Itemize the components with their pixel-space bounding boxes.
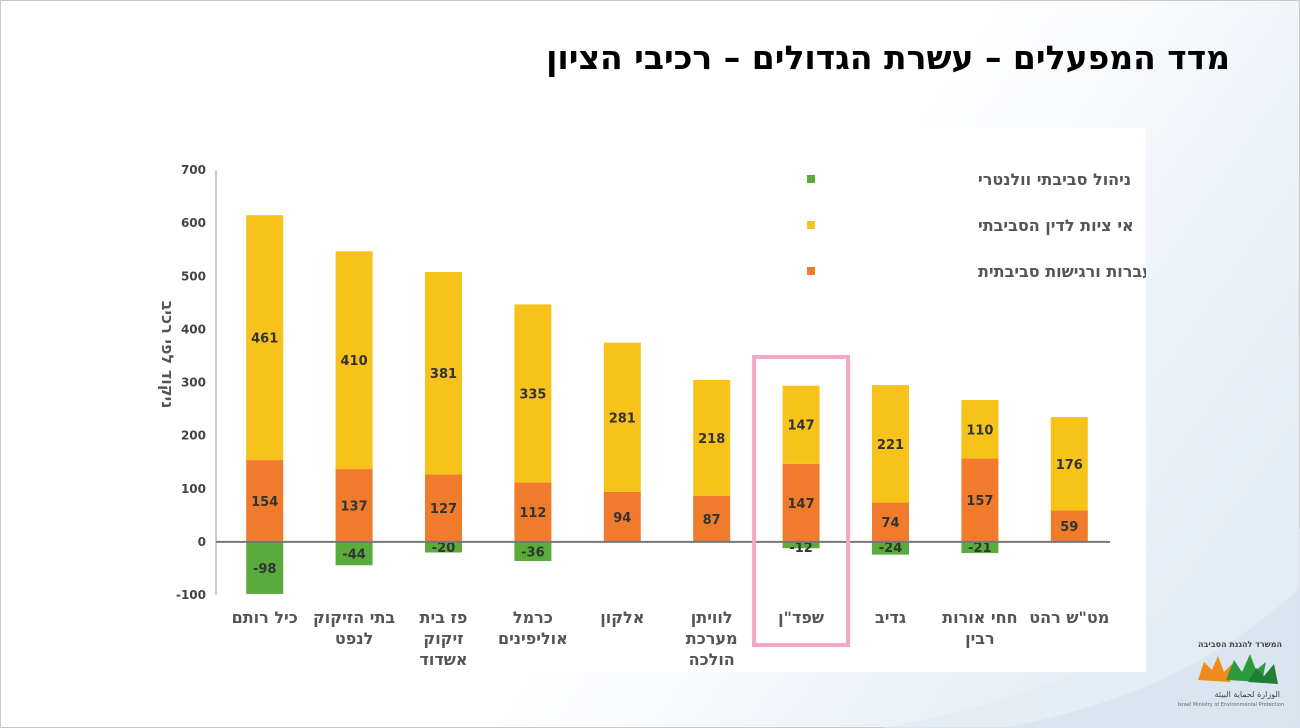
data-label-compliance: 335 <box>519 387 546 402</box>
category-label: זיקוק <box>423 629 463 648</box>
bar-voluntary <box>782 541 820 549</box>
bar-emissions <box>961 458 999 542</box>
bar-emissions <box>1050 510 1088 542</box>
data-label-voluntary: -12 <box>789 541 813 556</box>
data-label-emissions: 94 <box>613 511 631 526</box>
slide-title: מדד המפעלים – עשרת הגדולים – רכיבי הציון <box>546 38 1230 77</box>
y-tick-label: 200 <box>181 429 206 443</box>
category-label: כרמל <box>513 608 553 627</box>
bar-compliance <box>693 379 731 496</box>
data-label-compliance: 176 <box>1056 458 1083 473</box>
data-label-emissions: 137 <box>341 499 368 514</box>
legend-label: אי ציות לדין הסביבתי <box>978 216 1134 235</box>
category-label: לוויתן <box>691 608 733 627</box>
category-label: בתי הזיקוק <box>313 608 395 627</box>
data-label-compliance: 147 <box>788 419 815 434</box>
legend-label: ניהול סביבתי וולנטרי <box>978 170 1131 189</box>
data-label-emissions: 147 <box>788 497 815 512</box>
data-label-emissions: 157 <box>966 494 993 509</box>
bar-voluntary <box>246 541 284 594</box>
category-label: אשדוד <box>419 650 467 669</box>
bar-compliance <box>514 304 552 483</box>
data-label-voluntary: -98 <box>253 562 277 577</box>
y-tick-label: 0 <box>198 535 206 549</box>
bar-compliance <box>872 385 909 503</box>
bar-emissions <box>782 463 820 542</box>
data-label-compliance: 461 <box>251 332 278 347</box>
logo-english-text: Israel Ministry of Environmental Protect… <box>1177 702 1284 708</box>
category-label: פז בית <box>420 608 468 627</box>
category-label: מט"ש רהט <box>1029 608 1109 627</box>
data-label-compliance: 381 <box>430 367 457 382</box>
data-label-compliance: 110 <box>966 423 993 438</box>
y-tick-label: 400 <box>181 322 206 336</box>
data-label-compliance: 218 <box>698 432 725 447</box>
bar-emissions <box>514 482 552 542</box>
bar-emissions <box>693 495 731 542</box>
data-label-emissions: 112 <box>519 506 546 521</box>
logo-arabic-text: الوزارة لحماية البيئة <box>1214 690 1280 699</box>
stacked-bar-chart: -100 0 100 200 300 400 500 600 700 ניקוד לפי רכיב… <box>158 163 1146 669</box>
y-tick-label: 700 <box>181 163 206 177</box>
bar-compliance <box>603 342 641 492</box>
highlight-frame <box>752 355 851 647</box>
bar-emissions <box>872 502 909 542</box>
data-label-emissions: 154 <box>251 495 278 510</box>
data-label-voluntary: -24 <box>879 541 903 556</box>
category-label: כיל רותם <box>232 608 298 627</box>
bar-voluntary <box>514 541 552 561</box>
data-label-voluntary: -44 <box>342 548 366 563</box>
legend-swatch <box>807 175 815 183</box>
bar-compliance <box>961 400 999 459</box>
data-label-emissions: 74 <box>881 516 899 531</box>
category-label: אוליפינים <box>498 629 568 648</box>
category-label: לנפט <box>335 629 373 648</box>
category-label: הולכה <box>689 650 735 669</box>
bar-voluntary <box>425 541 462 553</box>
y-tick-label: 600 <box>181 216 206 230</box>
bar-compliance <box>335 251 373 470</box>
category-label: גדיב <box>875 608 906 627</box>
bar-compliance <box>1050 417 1088 511</box>
logo-hebrew-text: המשרד להגנת הסביבה <box>1198 640 1282 649</box>
data-label-compliance: 221 <box>877 438 904 453</box>
bar-emissions <box>246 460 284 542</box>
leaves-icon <box>1198 654 1278 684</box>
category-label: רבין <box>965 629 995 648</box>
bar-voluntary <box>872 541 909 555</box>
y-tick-label: -100 <box>176 588 206 602</box>
category-label: שפד"ן <box>778 608 824 627</box>
legend-swatch <box>807 267 815 275</box>
y-tick-label: 100 <box>181 482 206 496</box>
data-label-compliance: 281 <box>609 411 636 426</box>
bar-compliance <box>782 385 820 464</box>
data-label-voluntary: -20 <box>432 541 456 556</box>
category-label: חחי אורות <box>942 608 1017 627</box>
data-label-emissions: 87 <box>703 513 721 528</box>
bar-emissions <box>335 469 373 542</box>
category-label: אלקון <box>600 608 644 627</box>
y-axis-title: ניקוד לפי רכיב <box>158 301 177 409</box>
bar-compliance <box>425 272 462 475</box>
data-label-compliance: 410 <box>341 354 368 369</box>
legend-label: פליטות, העברות ורגישות סביבתית <box>978 262 1146 281</box>
data-label-emissions: 59 <box>1060 520 1078 535</box>
data-label-emissions: 127 <box>430 502 457 517</box>
y-tick-label: 300 <box>181 376 206 390</box>
background-swoosh <box>880 528 1300 728</box>
bar-compliance <box>246 215 284 461</box>
bar-voluntary <box>961 541 999 554</box>
data-label-voluntary: -36 <box>521 545 545 560</box>
bar-emissions <box>603 491 641 542</box>
legend-swatch <box>807 221 815 229</box>
ministry-logo: המשרד להגנת הסביבה الوزارة لحماية البيئة… <box>1178 640 1286 712</box>
chart-panel: -100 0 100 200 300 400 500 600 700 ניקוד לפי רכיב… <box>134 128 1146 672</box>
y-tick-label: 500 <box>181 269 206 283</box>
bar-emissions <box>425 474 462 542</box>
data-label-voluntary: -21 <box>968 541 992 556</box>
category-label: מערכת <box>686 629 738 648</box>
bar-voluntary <box>335 541 373 566</box>
